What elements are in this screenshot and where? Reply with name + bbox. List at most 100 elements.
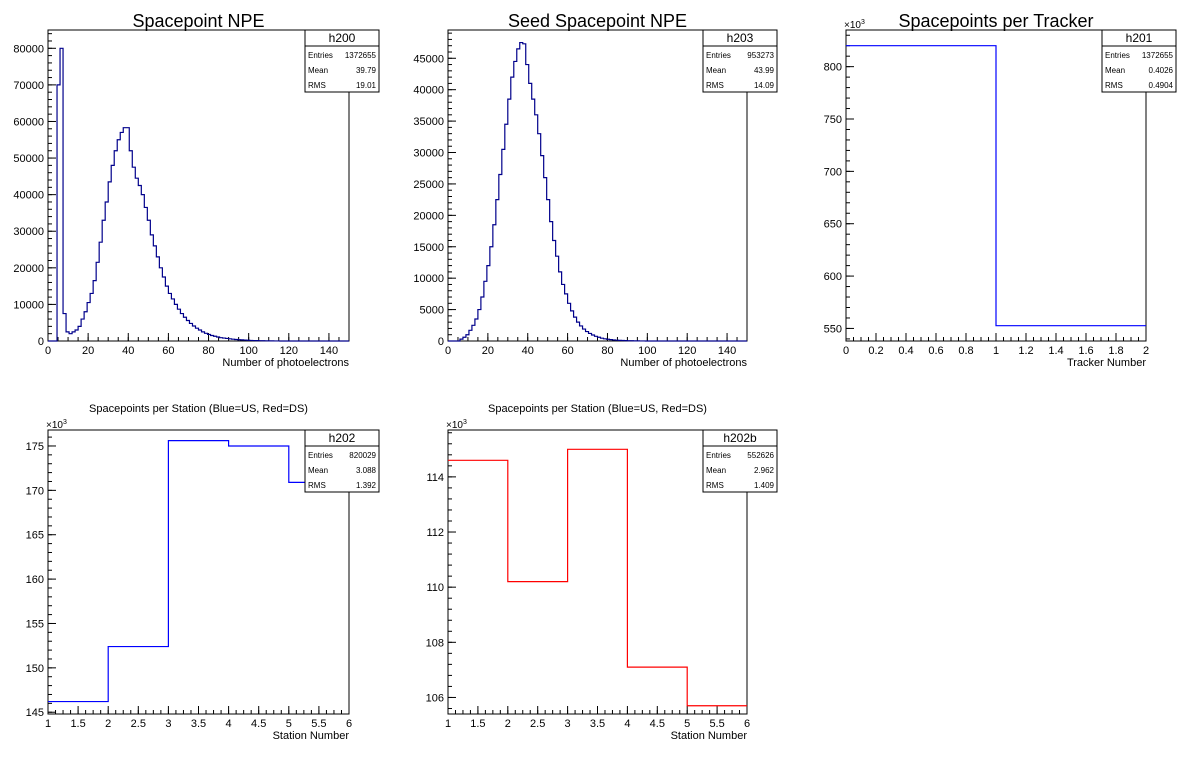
y-tick-label: 15000 xyxy=(413,242,444,254)
stats-label: RMS xyxy=(1105,81,1123,90)
y-tick-label: 10000 xyxy=(413,273,444,285)
x-axis-label: Station Number xyxy=(273,730,350,742)
stats-box: h202b Entries 552626 Mean 2.962 RMS 1.409 xyxy=(702,429,778,493)
y-tick-label: 160 xyxy=(26,574,44,586)
chart-panel-1: Spacepoint NPE 0 20 40 60 80 100 120 140 0 10000 20… xyxy=(13,11,380,369)
x-tick-label: 0.6 xyxy=(928,345,943,357)
x-tick-label: 2 xyxy=(105,718,111,730)
x-tick-label: 4.5 xyxy=(251,718,266,730)
stats-value: 39.79 xyxy=(356,66,377,75)
chart-panel-3: Spacepoints per Tracker 0 0.2 0.4 0.6 0.8 1 1.2… xyxy=(824,11,1177,369)
x-tick-label: 140 xyxy=(320,345,338,357)
stats-name: h202 xyxy=(329,431,356,445)
stats-box: h200 Entries 1372655 Mean 39.79 RMS 19.01 xyxy=(304,29,380,93)
x-tick-label: 0.4 xyxy=(898,345,913,357)
x-tick-label: 6 xyxy=(744,718,750,730)
y-tick-label: 550 xyxy=(824,323,842,335)
stats-value: 552626 xyxy=(747,451,774,460)
x-tick-label: 100 xyxy=(638,345,656,357)
y-tick-label: 20000 xyxy=(13,263,44,275)
x-axis-label: Number of photoelectrons xyxy=(620,357,747,369)
y-tick-label: 40000 xyxy=(13,190,44,202)
stats-value: 1372655 xyxy=(1142,51,1174,60)
stats-label: Entries xyxy=(308,451,333,460)
x-tick-label: 1.4 xyxy=(1048,345,1063,357)
x-tick-label: 100 xyxy=(239,345,257,357)
stats-value: 1.392 xyxy=(356,481,377,490)
stats-box: h201 Entries 1372655 Mean 0.4026 RMS 0.4904 xyxy=(1101,29,1177,93)
y-tick-label: 165 xyxy=(26,530,44,542)
histogram-line xyxy=(448,448,747,707)
x-axis-label: Number of photoelectrons xyxy=(222,357,349,369)
y-tick-label: 112 xyxy=(426,527,444,539)
x-tick-label: 5.5 xyxy=(709,718,724,730)
x-axis-label: Tracker Number xyxy=(1067,357,1146,369)
stats-value: 19.01 xyxy=(356,81,377,90)
y-tick-label: 145 xyxy=(26,707,44,719)
y-tick-label: 80000 xyxy=(13,43,44,55)
x-tick-label: 2 xyxy=(1143,345,1149,357)
stats-name: h200 xyxy=(329,31,356,45)
stats-label: Mean xyxy=(1105,66,1125,75)
x-tick-label: 0 xyxy=(45,345,51,357)
stats-label: RMS xyxy=(308,81,326,90)
y-tick-label: 30000 xyxy=(13,226,44,238)
y-tick-label: 45000 xyxy=(413,53,444,65)
x-tick-label: 3 xyxy=(165,718,171,730)
x-tick-label: 0.8 xyxy=(958,345,973,357)
y-tick-label: 40000 xyxy=(413,85,444,97)
y-tick-label: 35000 xyxy=(413,116,444,128)
y-tick-label: 50000 xyxy=(13,153,44,165)
y-tick-label: 25000 xyxy=(413,179,444,191)
y-tick-label: 110 xyxy=(426,582,444,594)
x-tick-label: 1.6 xyxy=(1078,345,1093,357)
stats-label: RMS xyxy=(706,81,724,90)
stats-label: Mean xyxy=(308,466,328,475)
y-tick-label: 0 xyxy=(38,336,44,348)
stats-value: 820029 xyxy=(349,451,376,460)
x-tick-label: 1.5 xyxy=(470,718,485,730)
stats-box-frame xyxy=(702,29,778,93)
stats-name: h201 xyxy=(1126,31,1153,45)
stats-value: 0.4026 xyxy=(1149,66,1174,75)
x-tick-label: 2.5 xyxy=(131,718,146,730)
chart-title: Spacepoint NPE xyxy=(132,11,264,31)
y-exponent-label: ×103 xyxy=(446,419,467,431)
stats-box-frame xyxy=(702,429,778,493)
x-tick-label: 2.5 xyxy=(530,718,545,730)
stats-name: h203 xyxy=(727,31,754,45)
x-tick-label: 2 xyxy=(505,718,511,730)
x-tick-label: 120 xyxy=(280,345,298,357)
x-tick-label: 40 xyxy=(522,345,534,357)
y-tick-label: 108 xyxy=(426,637,444,649)
x-tick-label: 4.5 xyxy=(650,718,665,730)
x-tick-label: 1.5 xyxy=(70,718,85,730)
stats-label: Mean xyxy=(706,466,726,475)
stats-value: 953273 xyxy=(747,51,774,60)
stats-label: Mean xyxy=(308,66,328,75)
x-tick-label: 60 xyxy=(162,345,174,357)
stats-box-frame xyxy=(1101,29,1177,93)
histogram-line xyxy=(48,440,349,703)
chart-title: Spacepoints per Station (Blue=US, Red=DS… xyxy=(89,403,308,415)
stats-box-frame xyxy=(304,29,380,93)
y-tick-label: 5000 xyxy=(420,305,444,317)
y-tick-label: 155 xyxy=(26,618,44,630)
stats-label: Mean xyxy=(706,66,726,75)
chart-panel-4: Spacepoints per Station (Blue=US, Red=DS… xyxy=(26,403,380,742)
y-tick-label: 750 xyxy=(824,114,842,126)
plot-frame xyxy=(47,29,350,342)
x-tick-label: 5 xyxy=(286,718,292,730)
plot-frame xyxy=(47,429,350,715)
chart-title: Seed Spacepoint NPE xyxy=(508,11,687,31)
x-tick-label: 1 xyxy=(45,718,51,730)
stats-label: RMS xyxy=(308,481,326,490)
chart-panel-5: Spacepoints per Station (Blue=US, Red=DS… xyxy=(426,403,778,742)
chart-title: Spacepoints per Tracker xyxy=(898,11,1093,31)
x-tick-label: 0 xyxy=(843,345,849,357)
stats-name: h202b xyxy=(723,431,757,445)
y-tick-label: 30000 xyxy=(413,148,444,160)
y-tick-label: 150 xyxy=(26,663,44,675)
x-tick-label: 20 xyxy=(482,345,494,357)
